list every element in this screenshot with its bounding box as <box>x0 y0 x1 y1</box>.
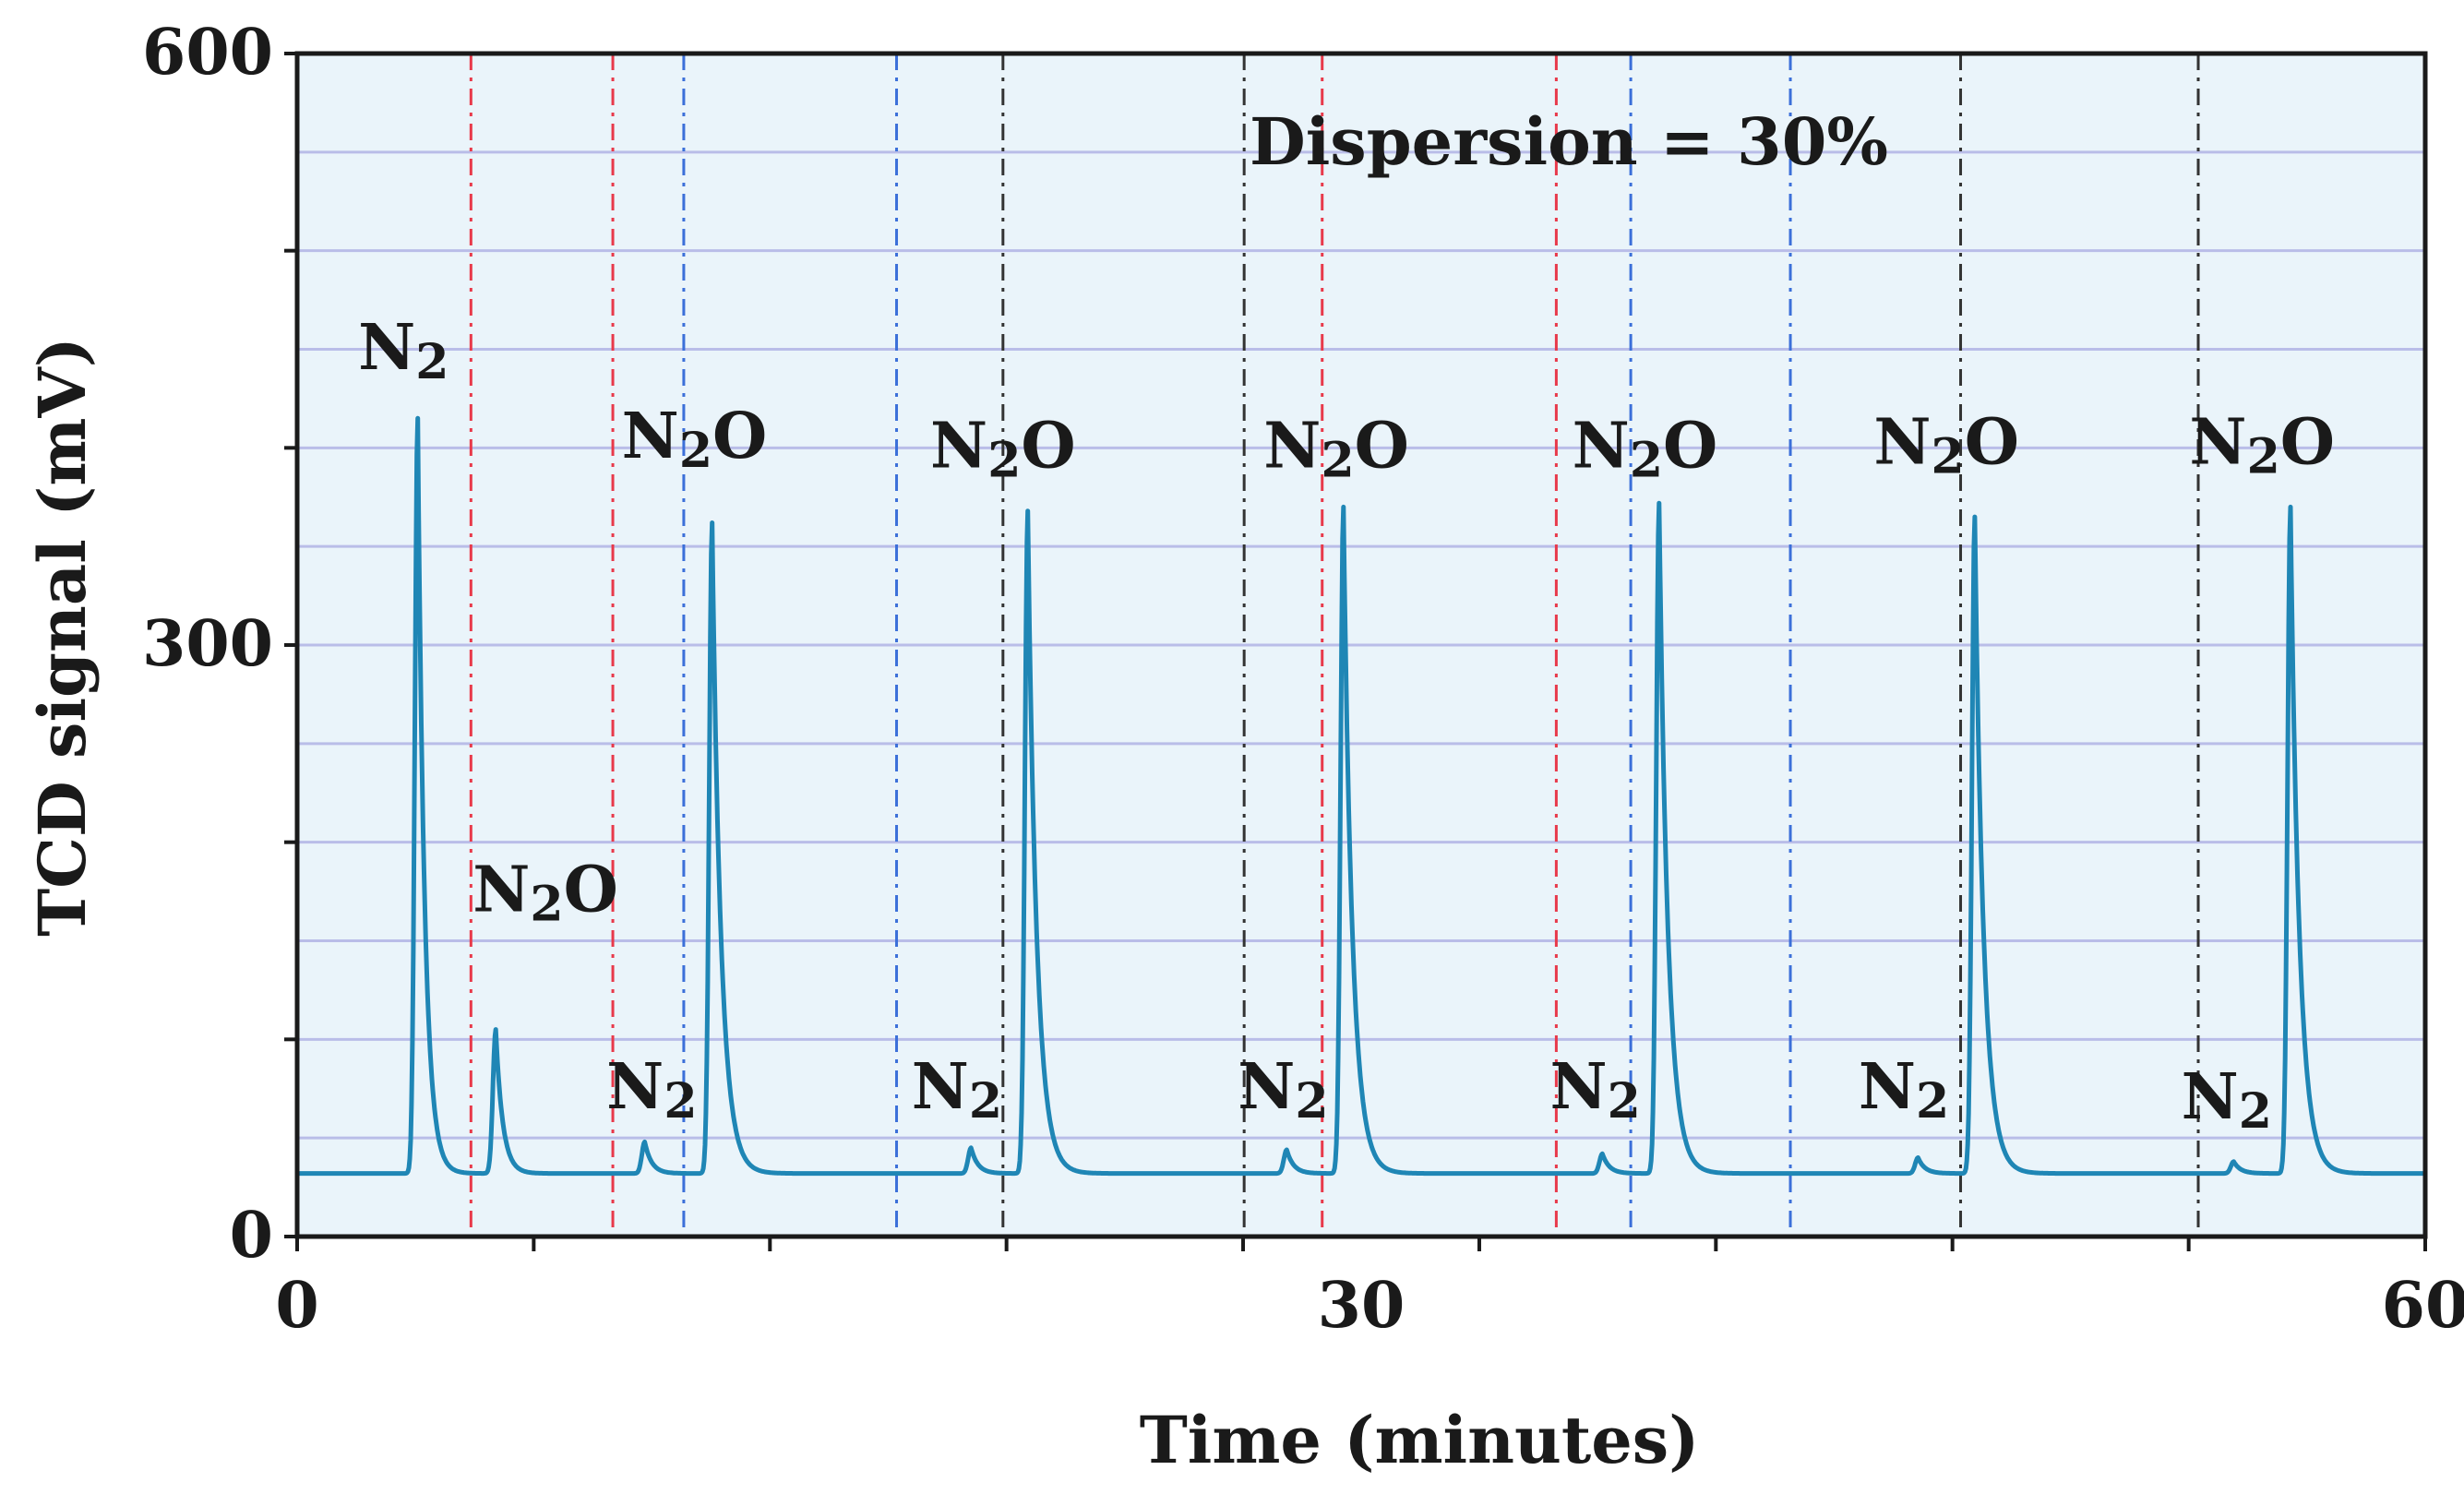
peak-labels: N2 N2O N2 N2O N2 N2O N2 N2O N2 N2O N2 N2O N2 N2O <box>358 311 2335 1140</box>
tcd-signal-line <box>295 415 2427 1177</box>
peak-label: N2O <box>1263 410 1409 489</box>
peak-label: N2O <box>930 410 1076 489</box>
peak-label: N2 <box>606 1050 697 1129</box>
peak-label: N2 <box>2182 1060 2272 1140</box>
dispersion-annotation: Dispersion = 30% <box>1250 103 1888 180</box>
peak-label: N2 <box>912 1050 1002 1129</box>
y-tick-label: 0 <box>230 1199 273 1273</box>
x-tick-label: 60 <box>2382 1269 2464 1343</box>
peak-label: N2O <box>1873 405 2019 484</box>
peak-label: N2O <box>1573 410 1718 489</box>
peak-label: N2O <box>472 853 618 932</box>
x-axis-title: Time (minutes) <box>1140 1402 1700 1478</box>
peak-label: N2 <box>1859 1050 1949 1129</box>
grid-lines <box>297 150 2425 1140</box>
axis-tick-labels: 0 300 600 0 30 60 <box>142 16 2464 1343</box>
y-tick-label: 600 <box>142 16 273 90</box>
axis-ticks <box>284 52 2427 1251</box>
peak-label: N2 <box>1549 1050 1640 1129</box>
reference-lines <box>469 54 2200 1237</box>
peak-label: N2O <box>2189 405 2335 484</box>
peak-label: N2 <box>358 311 449 390</box>
peak-label: N2O <box>622 400 768 479</box>
x-tick-label: 0 <box>275 1269 318 1343</box>
y-tick-label: 300 <box>142 607 273 681</box>
peak-label: N2 <box>1238 1050 1328 1129</box>
x-tick-label: 30 <box>1318 1269 1405 1343</box>
y-axis-title: TCD signal (mV) <box>24 337 101 937</box>
